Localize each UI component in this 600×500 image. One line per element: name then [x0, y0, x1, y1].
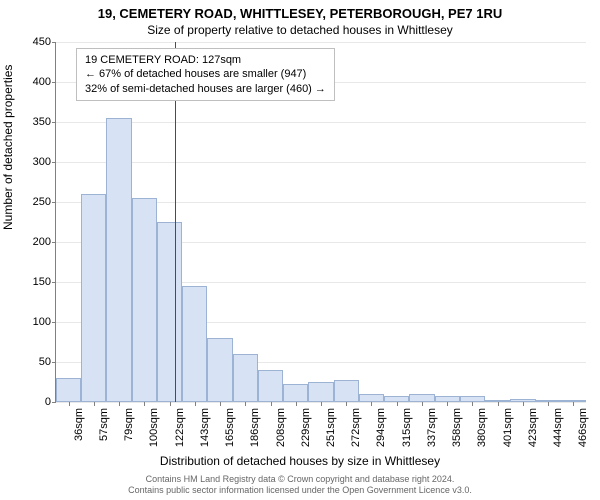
x-tick-label: 229sqm [300, 408, 312, 447]
x-tick-mark [573, 402, 574, 406]
x-tick-label: 423sqm [527, 408, 539, 447]
x-tick-mark [548, 402, 549, 406]
y-tick-label: 400 [33, 76, 56, 88]
footer-line-1: Contains HM Land Registry data © Crown c… [0, 474, 600, 485]
x-tick-label: 100sqm [148, 408, 160, 447]
x-tick-mark [220, 402, 221, 406]
histogram-bar [409, 394, 434, 402]
footer-attribution: Contains HM Land Registry data © Crown c… [0, 474, 600, 496]
histogram-bar [359, 394, 384, 402]
histogram-bar [308, 382, 333, 402]
x-tick-label: 143sqm [199, 408, 211, 447]
x-tick-label: 186sqm [249, 408, 261, 447]
x-axis-label: Distribution of detached houses by size … [0, 454, 600, 468]
histogram-bar [132, 198, 157, 402]
x-tick-mark [94, 402, 95, 406]
x-tick-mark [144, 402, 145, 406]
x-tick-label: 401sqm [502, 408, 514, 447]
x-tick-label: 294sqm [375, 408, 387, 447]
x-tick-label: 380sqm [476, 408, 488, 447]
chart-container: 19, CEMETERY ROAD, WHITTLESEY, PETERBORO… [0, 0, 600, 500]
histogram-bar [334, 380, 359, 402]
histogram-bar [258, 370, 283, 402]
footer-line-2: Contains public sector information licen… [0, 485, 600, 496]
x-tick-label: 165sqm [224, 408, 236, 447]
gridline [56, 42, 586, 43]
x-tick-label: 272sqm [350, 408, 362, 447]
x-tick-mark [271, 402, 272, 406]
y-tick-label: 50 [39, 356, 56, 368]
x-tick-mark [397, 402, 398, 406]
histogram-bar [182, 286, 207, 402]
x-tick-mark [422, 402, 423, 406]
x-tick-label: 57sqm [98, 408, 110, 441]
chart-title: 19, CEMETERY ROAD, WHITTLESEY, PETERBORO… [0, 6, 600, 21]
x-tick-label: 251sqm [325, 408, 337, 447]
legend-line-2: ← 67% of detached houses are smaller (94… [85, 67, 326, 81]
x-tick-mark [321, 402, 322, 406]
y-tick-label: 150 [33, 276, 56, 288]
histogram-bar [233, 354, 258, 402]
histogram-bar [81, 194, 106, 402]
y-axis-label: Number of detached properties [1, 65, 15, 230]
histogram-bar [106, 118, 131, 402]
x-tick-mark [346, 402, 347, 406]
y-tick-label: 300 [33, 156, 56, 168]
x-tick-mark [170, 402, 171, 406]
legend-box: 19 CEMETERY ROAD: 127sqm ← 67% of detach… [76, 48, 335, 101]
x-tick-mark [498, 402, 499, 406]
x-tick-mark [119, 402, 120, 406]
y-tick-label: 350 [33, 116, 56, 128]
x-tick-label: 444sqm [552, 408, 564, 447]
x-tick-label: 315sqm [401, 408, 413, 447]
x-tick-label: 337sqm [426, 408, 438, 447]
y-tick-label: 450 [33, 36, 56, 48]
x-tick-mark [245, 402, 246, 406]
gridline [56, 162, 586, 163]
legend-line-1: 19 CEMETERY ROAD: 127sqm [85, 53, 326, 67]
histogram-bar [56, 378, 81, 402]
x-tick-label: 79sqm [123, 408, 135, 441]
x-tick-mark [195, 402, 196, 406]
x-tick-mark [296, 402, 297, 406]
y-tick-label: 200 [33, 236, 56, 248]
y-tick-label: 100 [33, 316, 56, 328]
legend-line-3: 32% of semi-detached houses are larger (… [85, 82, 326, 96]
histogram-bar [283, 384, 308, 402]
x-tick-mark [472, 402, 473, 406]
x-tick-mark [447, 402, 448, 406]
histogram-bar [207, 338, 232, 402]
x-tick-mark [523, 402, 524, 406]
histogram-bar [157, 222, 182, 402]
gridline [56, 122, 586, 123]
plot-area: 05010015020025030035040045036sqm57sqm79s… [55, 42, 586, 403]
chart-subtitle: Size of property relative to detached ho… [0, 23, 600, 37]
x-tick-label: 36sqm [73, 408, 85, 441]
y-tick-label: 0 [45, 396, 56, 408]
x-tick-label: 122sqm [174, 408, 186, 447]
x-tick-mark [371, 402, 372, 406]
x-tick-label: 208sqm [275, 408, 287, 447]
x-tick-mark [69, 402, 70, 406]
y-tick-label: 250 [33, 196, 56, 208]
x-tick-label: 466sqm [577, 408, 589, 447]
x-tick-label: 358sqm [451, 408, 463, 447]
